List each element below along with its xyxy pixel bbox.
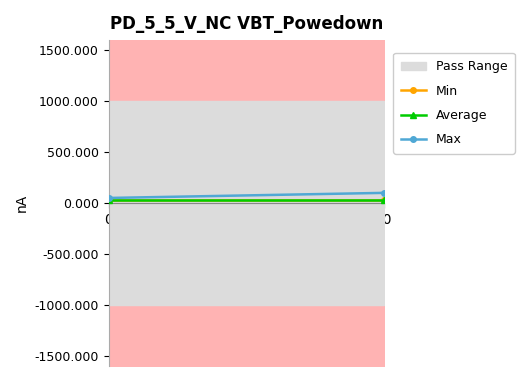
- Y-axis label: nA: nA: [15, 194, 29, 212]
- Title: PD_5_5_V_NC VBT_Powedown: PD_5_5_V_NC VBT_Powedown: [110, 15, 383, 33]
- X-axis label: krads: krads: [227, 248, 266, 262]
- Legend: Pass Range, Min, Average, Max: Pass Range, Min, Average, Max: [393, 53, 515, 154]
